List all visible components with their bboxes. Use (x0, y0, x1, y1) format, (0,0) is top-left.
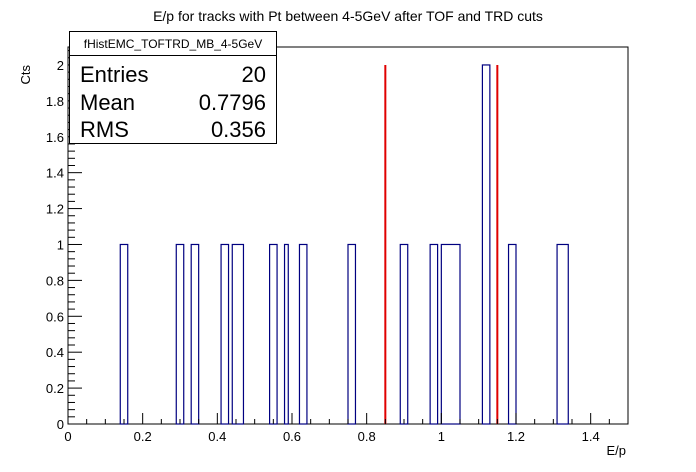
stats-entries-label: Entries (80, 62, 149, 87)
y-tick-label-1: 1 (57, 237, 64, 252)
stats-row-entries: Entries 20 (80, 61, 266, 89)
histogram-bin-1 (175, 243, 185, 425)
histogram-bin-9 (399, 243, 409, 425)
histogram-bin-6 (283, 243, 289, 425)
y-tick-label-0.2: 0.2 (46, 381, 64, 396)
stats-mean-label: Mean (80, 90, 136, 115)
histogram-bin-7 (298, 243, 308, 425)
y-tick-label-0: 0 (57, 417, 64, 432)
y-axis-label: Cts (18, 65, 33, 85)
x-tick-label-0.2: 0.2 (134, 429, 152, 444)
histogram-bin-10 (429, 243, 439, 425)
histogram-bin-3 (220, 243, 230, 425)
histogram-bin-11 (440, 243, 461, 425)
histogram-bin-4 (231, 243, 245, 425)
y-tick-label-0.8: 0.8 (46, 273, 64, 288)
stats-row-mean: Mean 0.7796 (80, 89, 266, 117)
stats-box: fHistEMC_TOFTRD_MB_4-5GeV Entries 20 Mea… (69, 31, 277, 144)
x-tick-label-1: 1 (438, 429, 445, 444)
y-tick-label-2: 2 (57, 58, 64, 73)
x-tick-label-1.2: 1.2 (507, 429, 525, 444)
stats-rms-label: RMS (80, 117, 129, 142)
x-tick-label-0: 0 (64, 429, 71, 444)
stats-row-rms: RMS 0.356 (80, 116, 266, 144)
stats-mean-value: 0.7796 (198, 90, 266, 115)
stats-rms-value: 0.356 (210, 117, 266, 142)
y-tick-label-1.2: 1.2 (46, 202, 64, 217)
histogram-bin-8 (347, 243, 357, 425)
histogram-bin-5 (269, 243, 278, 425)
histogram-bin-14 (556, 243, 569, 425)
histogram-bin-13 (507, 243, 517, 425)
histogram-bin-0 (119, 243, 129, 425)
histogram-bin-2 (190, 243, 200, 425)
histogram-bin-12 (481, 64, 491, 425)
chart-title: E/p for tracks with Pt between 4-5GeV af… (153, 8, 543, 24)
x-tick-label-1.4: 1.4 (582, 429, 600, 444)
y-tick-label-1.8: 1.8 (46, 94, 64, 109)
stats-title: fHistEMC_TOFTRD_MB_4-5GeV (70, 32, 276, 56)
y-tick-label-0.6: 0.6 (46, 309, 64, 324)
x-axis-label: E/p (606, 443, 626, 458)
y-tick-label-1.6: 1.6 (46, 130, 64, 145)
x-tick-label-0.6: 0.6 (283, 429, 301, 444)
stats-entries-value: 20 (241, 62, 266, 87)
y-tick-label-0.4: 0.4 (46, 345, 64, 360)
x-tick-label-0.8: 0.8 (358, 429, 376, 444)
x-tick-label-0.4: 0.4 (208, 429, 226, 444)
y-tick-label-1.4: 1.4 (46, 166, 64, 181)
